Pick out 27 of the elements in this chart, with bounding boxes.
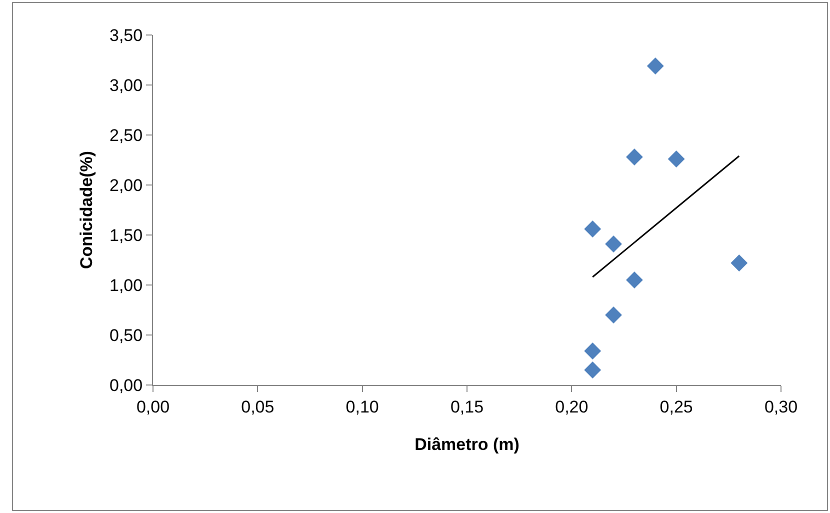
x-tick-label: 0,00 [136,397,170,416]
point [668,150,685,168]
y-tick-label: 3,00 [110,76,143,95]
point [605,306,622,324]
y-tick-label: 2,00 [110,176,143,195]
point [646,58,664,74]
y-tick-label: 2,50 [110,126,143,145]
x-tick-label: 0,30 [764,397,798,416]
y-tick-label: 3,50 [110,26,143,45]
point [626,148,643,166]
point [605,236,622,252]
y-tick-label: 0,00 [110,376,143,395]
y-tick-label: 1,50 [110,226,143,245]
point [730,254,748,272]
point [584,362,602,378]
x-tick-label: 0,05 [241,397,274,416]
x-tick-label: 0,25 [660,397,693,416]
y-tick-label: 1,00 [110,276,143,295]
y-tick-label: 0,50 [110,326,143,345]
x-tick-label: 0,20 [555,397,588,416]
x-tick-label: 0,15 [450,397,484,416]
point [584,342,602,360]
point [584,220,602,238]
x-axis-title: Diâmetro (m) [414,434,520,454]
point [626,272,643,288]
y-axis-title: Conicidade(%) [77,150,96,270]
x-tick-label: 0,10 [346,397,379,416]
